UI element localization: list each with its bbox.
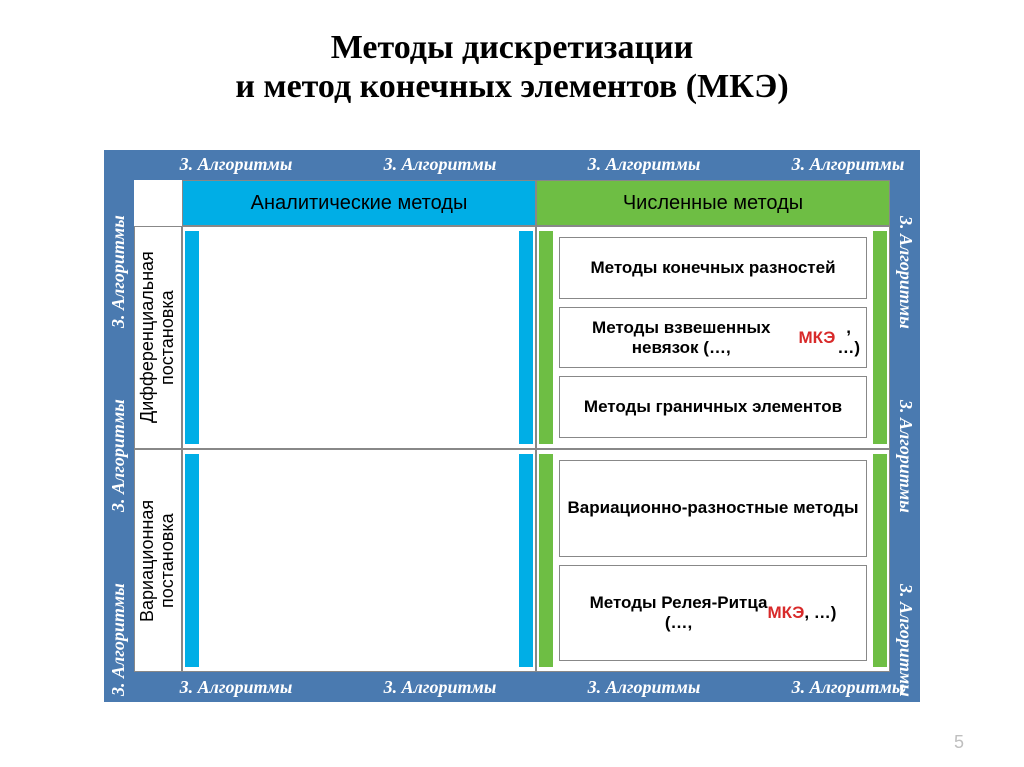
stripe [185,454,199,667]
column-header-numerical: Численные методы [536,180,890,226]
frame-label-item: 3. Алгоритмы [384,677,497,698]
method-box: Методы взвешенных невязок (…, МКЭ, …) [559,307,867,369]
row-header-differential: Дифференциальнаяпостановка [134,226,182,449]
column-header-analytical: Аналитические методы [182,180,536,226]
method-box: Вариационно-разностные методы [559,460,867,557]
stripe [873,454,887,667]
frame-label-item: 3. Алгоритмы [588,677,701,698]
frame-label-item: 3. Алгоритмы [792,677,905,698]
frame-label-right: 3. Алгоритмы 3. Алгоритмы 3. Алгоритмы [895,180,916,732]
cell-differential-numerical: Методы конечных разностей Методы взвешенн… [536,226,890,449]
diagram-container: 3. Алгоритмы3. Алгоритмы3. Алгоритмы3. А… [104,150,920,702]
frame-label-item: 3. Алгоритмы [792,154,905,175]
frame-label-item: 3. Алгоритмы [895,400,916,513]
frame-label-item: 3. Алгоритмы [895,584,916,697]
row-header-variational: Вариационнаяпостановка [134,449,182,672]
stripe [519,454,533,667]
frame-label-item: 3. Алгоритмы [180,677,293,698]
frame-label-item: 3. Алгоритмы [895,216,916,329]
cell-differential-analytical [182,226,536,449]
method-box: Методы конечных разностей [559,237,867,299]
slide-title: Методы дискретизации и метод конечных эл… [0,0,1024,106]
title-line-1: Методы дискретизации [331,29,693,66]
frame-label-item: 3. Алгоритмы [108,400,129,513]
frame-label-item: 3. Алгоритмы [108,584,129,697]
frame-label-top: 3. Алгоритмы 3. Алгоритмы 3. Алгоритмы 3. А… [134,154,950,175]
method-box: Методы Релея-Ритца(…, МКЭ, …) [559,565,867,662]
frame-label-left: 3. Алгоритмы 3. Алгоритмы 3. Алгоритмы [108,180,129,732]
stripe [185,231,199,444]
method-box: Методы граничных элементов [559,376,867,438]
stripe [539,454,553,667]
frame-label-bottom: 3. Алгоритмы 3. Алгоритмы 3. Алгоритмы 3. А… [134,677,950,698]
stripe [539,231,553,444]
frame-label-item: 3. Алгоритмы [588,154,701,175]
frame-label-item: 3. Алгоритмы [108,216,129,329]
page-number: 5 [954,732,964,753]
frame-label-item: 3. Алгоритмы [180,154,293,175]
stripe [873,231,887,444]
grid-corner [134,180,182,226]
cell-variational-numerical: Вариационно-разностные методыМетоды Реле… [536,449,890,672]
inner-grid: Аналитические методы Численные методы Ди… [134,180,890,672]
stripe [519,231,533,444]
cell-variational-analytical [182,449,536,672]
inner-area: Аналитические методы Численные методы Ди… [134,180,890,672]
title-line-2: и метод конечных элементов (МКЭ) [235,68,788,105]
frame-label-item: 3. Алгоритмы [384,154,497,175]
